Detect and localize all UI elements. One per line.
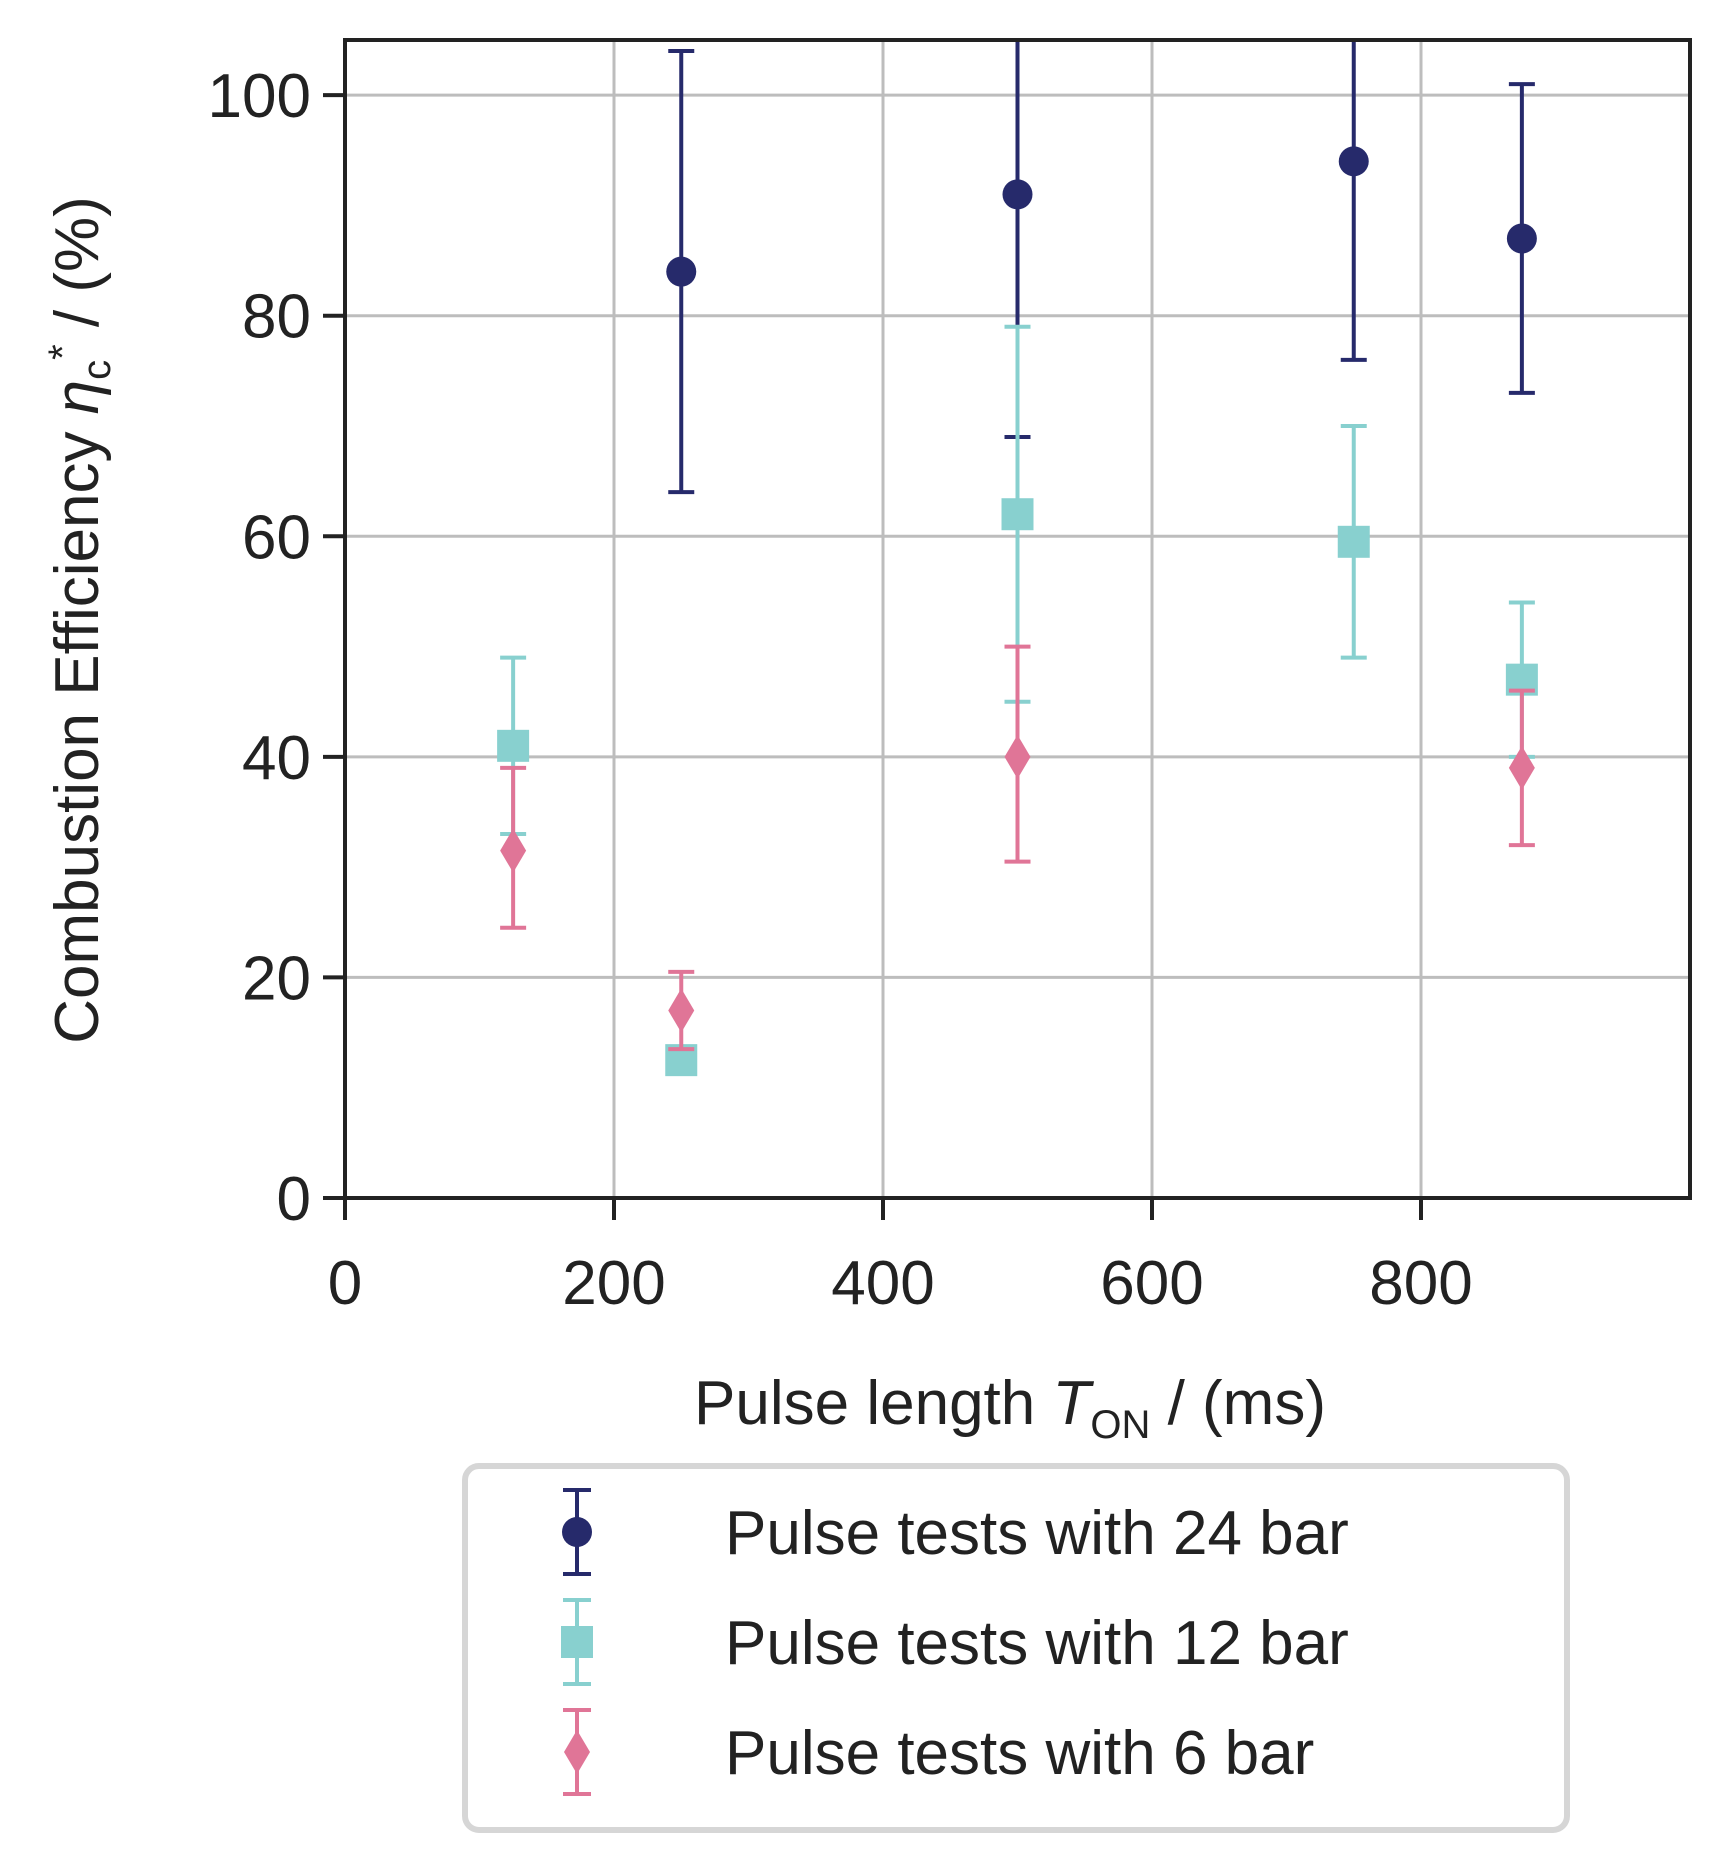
plot-area bbox=[497, 40, 1538, 1077]
legend: Pulse tests with 24 bar Pulse tests with … bbox=[462, 1463, 1570, 1833]
data-point bbox=[1001, 324, 1034, 704]
plot-frame bbox=[343, 38, 1692, 1200]
x-axis-label: Pulse length TON / (ms) bbox=[694, 1369, 1326, 1447]
x-tick-label: 600 bbox=[1100, 1249, 1203, 1318]
diamond-marker bbox=[500, 828, 527, 873]
legend-square-marker bbox=[561, 1626, 593, 1658]
y-axis-label: Combustion Efficiency ηc* / (%) bbox=[41, 196, 119, 1044]
data-point bbox=[1338, 40, 1369, 362]
diamond-marker bbox=[1508, 745, 1535, 790]
data-point bbox=[500, 765, 527, 930]
series-diamond bbox=[500, 644, 1535, 1052]
legend-label: Pulse tests with 24 bar bbox=[725, 1499, 1349, 1568]
y-tick-label: 20 bbox=[242, 944, 311, 1013]
y-tick-label: 60 bbox=[242, 503, 311, 572]
square-marker bbox=[497, 729, 530, 762]
ticks: 0 200 400 600 800 0 20 40 60 80 100 bbox=[208, 62, 1473, 1318]
x-tick-label: 800 bbox=[1369, 1249, 1472, 1318]
legend-circle-marker bbox=[562, 1517, 592, 1547]
square-marker bbox=[1001, 498, 1034, 531]
y-tick-label: 100 bbox=[208, 62, 311, 131]
legend-entries: Pulse tests with 24 bar Pulse tests with … bbox=[561, 1488, 1349, 1796]
data-point bbox=[1337, 424, 1370, 660]
circle-marker bbox=[1506, 223, 1537, 254]
series-circle bbox=[666, 40, 1537, 495]
legend-entry: Pulse tests with 6 bar bbox=[563, 1708, 1314, 1796]
data-point bbox=[1508, 688, 1535, 848]
legend-diamond-marker bbox=[564, 1730, 590, 1774]
legend-box bbox=[462, 1463, 1570, 1833]
diamond-marker bbox=[668, 988, 695, 1033]
legend-label: Pulse tests with 6 bar bbox=[725, 1719, 1314, 1788]
data-point bbox=[1506, 82, 1537, 395]
data-point bbox=[666, 49, 697, 495]
circle-marker bbox=[1002, 179, 1033, 210]
legend-entry: Pulse tests with 24 bar bbox=[562, 1488, 1349, 1576]
x-tick-label: 400 bbox=[831, 1249, 934, 1318]
x-tick-label: 200 bbox=[562, 1249, 665, 1318]
legend-entry: Pulse tests with 12 bar bbox=[561, 1598, 1349, 1686]
y-tick-label: 80 bbox=[242, 283, 311, 352]
data-point bbox=[1004, 644, 1031, 864]
legend-label: Pulse tests with 12 bar bbox=[725, 1609, 1349, 1678]
circle-marker bbox=[666, 256, 697, 287]
data-point bbox=[668, 969, 695, 1052]
x-tick-label: 0 bbox=[328, 1249, 362, 1318]
square-marker bbox=[1337, 525, 1370, 558]
diamond-marker bbox=[1004, 734, 1031, 779]
y-tick-label: 40 bbox=[242, 724, 311, 793]
circle-marker bbox=[1338, 146, 1369, 177]
y-tick-label: 0 bbox=[277, 1165, 311, 1234]
